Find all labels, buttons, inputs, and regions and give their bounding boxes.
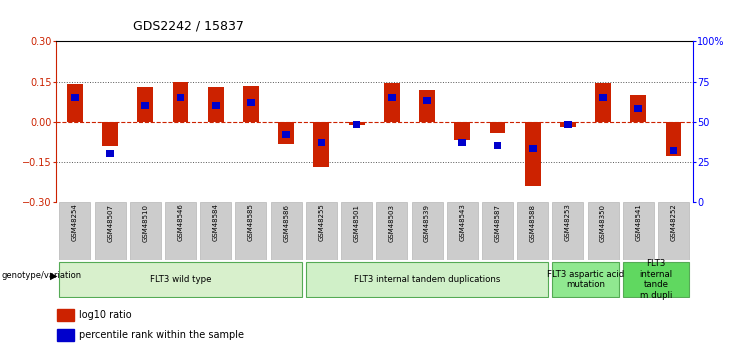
Bar (59, 262, 302, 297)
Text: GSM48546: GSM48546 (178, 204, 184, 241)
Bar (137, 87, 153, 122)
Text: GSM48510: GSM48510 (142, 204, 148, 241)
Bar (459, 139, 466, 146)
Bar (564, 121, 572, 128)
Text: percentile rank within the sample: percentile rank within the sample (79, 330, 244, 340)
Bar (384, 83, 399, 122)
Text: ▶: ▶ (50, 271, 58, 281)
Bar (57, 309, 74, 321)
Bar (482, 202, 513, 260)
Bar (279, 122, 294, 144)
Bar (419, 89, 435, 122)
Text: GSM48587: GSM48587 (494, 204, 500, 241)
Bar (631, 95, 646, 122)
Bar (388, 94, 396, 101)
Bar (490, 122, 505, 133)
Bar (318, 139, 325, 146)
Bar (517, 202, 548, 260)
Text: GSM48501: GSM48501 (353, 204, 359, 241)
Bar (560, 122, 576, 128)
Bar (130, 202, 161, 260)
Bar (71, 94, 79, 101)
Bar (353, 121, 360, 128)
Bar (165, 202, 196, 260)
Text: log10 ratio: log10 ratio (79, 310, 132, 320)
Bar (622, 262, 689, 297)
Bar (270, 202, 302, 260)
Bar (207, 87, 224, 122)
Bar (95, 202, 126, 260)
Text: GSM48255: GSM48255 (319, 204, 325, 241)
Text: GSM48584: GSM48584 (213, 204, 219, 241)
Text: FLT3 internal tandem duplications: FLT3 internal tandem duplications (354, 275, 500, 284)
Bar (106, 150, 114, 157)
Bar (349, 122, 365, 125)
Bar (313, 122, 329, 167)
Bar (142, 102, 149, 109)
Text: GSM48543: GSM48543 (459, 204, 465, 241)
Bar (599, 94, 607, 101)
Bar (212, 102, 219, 109)
Bar (236, 202, 267, 260)
Bar (588, 202, 619, 260)
Bar (176, 94, 185, 101)
Bar (494, 142, 502, 149)
Bar (595, 83, 611, 122)
Bar (454, 122, 470, 140)
Bar (670, 147, 677, 154)
Bar (634, 105, 642, 112)
Bar (282, 131, 290, 138)
Text: FLT3 wild type: FLT3 wild type (150, 275, 211, 284)
Text: GSM48503: GSM48503 (389, 204, 395, 241)
Text: GSM48507: GSM48507 (107, 204, 113, 241)
Bar (306, 262, 548, 297)
Text: FLT3
internal
tande
m dupli: FLT3 internal tande m dupli (639, 259, 672, 299)
Bar (102, 122, 118, 146)
Text: GDS2242 / 15837: GDS2242 / 15837 (133, 20, 245, 33)
Bar (658, 202, 689, 260)
Text: FLT3 aspartic acid
mutation: FLT3 aspartic acid mutation (547, 270, 624, 289)
Text: GSM48253: GSM48253 (565, 204, 571, 241)
Text: GSM48586: GSM48586 (283, 204, 289, 241)
Bar (411, 202, 442, 260)
Bar (306, 202, 337, 260)
Text: genotype/variation: genotype/variation (1, 272, 82, 280)
Text: GSM48541: GSM48541 (635, 204, 641, 241)
Bar (552, 262, 619, 297)
Bar (341, 202, 372, 260)
Bar (447, 202, 478, 260)
Bar (552, 202, 583, 260)
Text: GSM48539: GSM48539 (424, 204, 430, 241)
Text: GSM48585: GSM48585 (248, 204, 254, 241)
Bar (525, 122, 541, 186)
Bar (59, 202, 90, 260)
Bar (423, 97, 431, 104)
Text: GSM48252: GSM48252 (671, 204, 677, 241)
Text: GSM48588: GSM48588 (530, 204, 536, 241)
Bar (200, 202, 231, 260)
Bar (243, 86, 259, 122)
Bar (665, 122, 682, 156)
Bar (67, 84, 83, 122)
Bar (376, 202, 408, 260)
Bar (57, 329, 74, 341)
Text: GSM48254: GSM48254 (72, 204, 78, 241)
Bar (529, 145, 536, 152)
Bar (247, 99, 255, 106)
Bar (622, 202, 654, 260)
Text: GSM48350: GSM48350 (600, 204, 606, 241)
Bar (173, 81, 188, 122)
